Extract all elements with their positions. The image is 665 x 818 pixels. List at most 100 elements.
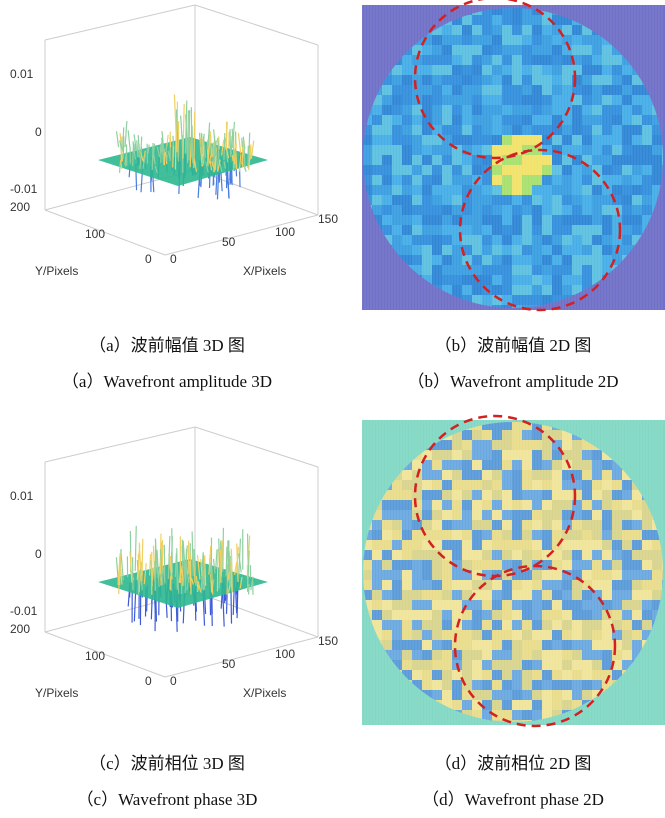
map-cell xyxy=(562,65,572,75)
map-cell xyxy=(452,245,462,255)
map-cell xyxy=(492,155,502,165)
map-cell xyxy=(612,185,622,195)
map-cell xyxy=(572,480,582,490)
map-cell xyxy=(562,205,572,215)
map-cell xyxy=(532,35,542,45)
map-cell xyxy=(402,255,412,265)
map-cell xyxy=(642,115,652,125)
map-cell xyxy=(622,550,632,560)
map-cell xyxy=(382,105,392,115)
map-cell xyxy=(442,75,452,85)
map-cell xyxy=(422,510,432,520)
map-cell xyxy=(502,710,512,720)
map-cell xyxy=(452,570,462,580)
map-cell xyxy=(402,560,412,570)
map-cell xyxy=(492,195,502,205)
map-cell xyxy=(492,15,502,25)
map-cell xyxy=(372,95,382,105)
map-cell xyxy=(572,550,582,560)
map-cell xyxy=(502,640,512,650)
map-cell xyxy=(462,650,472,660)
map-cell xyxy=(472,550,482,560)
map-cell xyxy=(582,95,592,105)
map-cell xyxy=(363,540,372,550)
map-cell xyxy=(562,680,572,690)
map-cell xyxy=(482,600,492,610)
map-cell xyxy=(632,580,642,590)
map-cell xyxy=(562,185,572,195)
map-cell xyxy=(582,135,592,145)
map-cell xyxy=(432,185,442,195)
map-cell xyxy=(522,85,532,95)
map-cell xyxy=(522,600,532,610)
map-cell xyxy=(363,570,372,580)
map-cell xyxy=(382,145,392,155)
map-cell xyxy=(522,295,532,305)
map-cell xyxy=(522,540,532,550)
map-cell xyxy=(562,580,572,590)
map-cell xyxy=(462,225,472,235)
map-cell xyxy=(532,460,542,470)
map-cell xyxy=(502,510,512,520)
map-cell xyxy=(642,215,652,225)
map-cell xyxy=(402,520,412,530)
map-cell xyxy=(552,265,562,275)
map-cell xyxy=(472,600,482,610)
map-cell xyxy=(482,500,492,510)
map-cell xyxy=(552,295,562,305)
map-cell xyxy=(512,155,522,165)
map-cell xyxy=(552,440,562,450)
map-cell xyxy=(522,245,532,255)
surface-spike xyxy=(185,114,189,160)
map-cell xyxy=(552,660,562,670)
map-cell xyxy=(632,135,642,145)
map-cell xyxy=(442,530,452,540)
map-cell xyxy=(642,205,652,215)
map-cell xyxy=(462,610,472,620)
map-cell xyxy=(612,65,622,75)
map-cell xyxy=(532,570,542,580)
map-cell xyxy=(442,125,452,135)
surface-spike xyxy=(221,139,225,156)
map-cell xyxy=(372,610,382,620)
map-cell xyxy=(542,430,552,440)
map-cell xyxy=(532,490,542,500)
surface-spike xyxy=(119,140,123,150)
map-cell xyxy=(472,660,482,670)
map-cell xyxy=(582,215,592,225)
map-cell xyxy=(422,600,432,610)
surface-spike xyxy=(229,129,232,158)
map-cell xyxy=(552,630,562,640)
map-cell xyxy=(372,590,382,600)
surface-spike xyxy=(152,147,156,165)
map-cell xyxy=(622,235,632,245)
map-cell xyxy=(382,165,392,175)
map-cell xyxy=(542,135,552,145)
map-cell xyxy=(442,95,452,105)
map-cell xyxy=(462,530,472,540)
map-cell xyxy=(592,480,602,490)
map-cell xyxy=(592,530,602,540)
map-cell xyxy=(482,145,492,155)
y-tick-label: 200 xyxy=(10,200,30,214)
map-cell xyxy=(552,175,562,185)
surface-spike xyxy=(119,555,121,586)
map-cell xyxy=(482,175,492,185)
map-cell xyxy=(372,560,382,570)
map-cell xyxy=(462,680,472,690)
x-tick-label: 100 xyxy=(275,647,295,661)
surface-spike xyxy=(230,135,233,150)
map-cell xyxy=(462,510,472,520)
map-cell xyxy=(622,560,632,570)
map-cell xyxy=(582,560,592,570)
map-cell xyxy=(602,75,612,85)
map-cell xyxy=(612,75,622,85)
map-cell xyxy=(442,275,452,285)
map-cell xyxy=(462,265,472,275)
map-cell xyxy=(363,145,372,155)
map-cell xyxy=(542,165,552,175)
map-cell xyxy=(562,285,572,295)
map-cell xyxy=(462,175,472,185)
map-cell xyxy=(522,175,532,185)
